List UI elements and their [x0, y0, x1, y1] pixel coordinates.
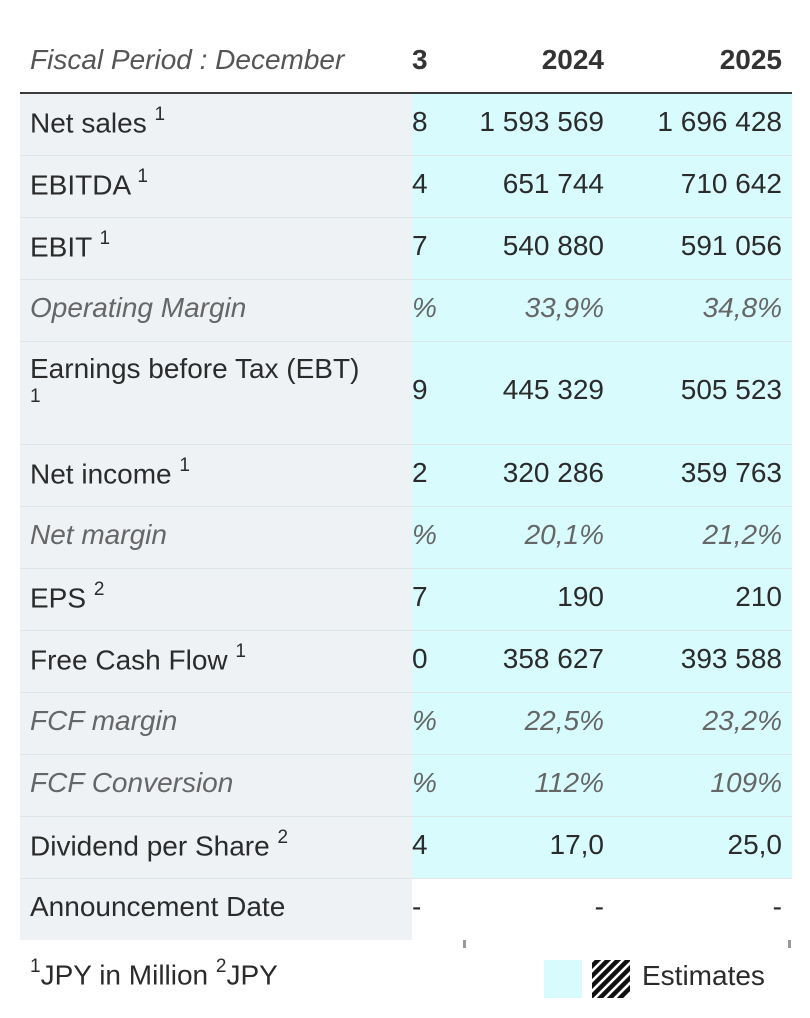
value-2025: 34,8%	[702, 292, 782, 323]
value-partial: 2	[412, 457, 428, 488]
row-label: Announcement Date	[20, 879, 412, 940]
table-row: Net sales 1 8 1 593 569 1 696 428	[20, 94, 792, 156]
value-2025: 21,2%	[702, 519, 782, 550]
estimate-cell-bg	[412, 569, 792, 630]
value-2025: 505 523	[680, 374, 782, 405]
row-label: EPS 2	[20, 569, 412, 630]
value-2025: 25,0	[727, 829, 783, 860]
column-header-2024: 2024	[541, 44, 604, 75]
estimate-cell-bg	[412, 631, 792, 692]
estimate-cell-bg	[412, 280, 792, 341]
row-label: EBIT 1	[20, 218, 412, 279]
value-2024: 445 329	[502, 374, 604, 405]
value-2025: 210	[735, 581, 782, 612]
estimate-cell-bg	[412, 342, 792, 444]
row-label: EBITDA 1	[20, 156, 412, 217]
value-2024: 1 593 569	[479, 106, 604, 137]
value-partial: 4	[412, 829, 428, 860]
table-row: EBIT 1 7 540 880 591 056	[20, 218, 792, 280]
table-row: FCF margin % 22,5% 23,2%	[20, 693, 792, 755]
value-2024: 190	[557, 581, 604, 612]
estimate-cell-bg	[412, 445, 792, 506]
value-partial: 4	[412, 168, 428, 199]
value-partial: %	[412, 705, 437, 736]
fiscal-period-label: Fiscal Period : December	[30, 44, 345, 75]
value-2025: 359 763	[680, 457, 782, 488]
row-label: Net margin	[20, 507, 412, 568]
estimate-cell-bg	[412, 156, 792, 217]
estimate-cell-bg	[412, 218, 792, 279]
value-partial: %	[412, 292, 437, 323]
column-header-2025: 2025	[719, 44, 782, 75]
value-partial: 8	[412, 106, 428, 137]
value-2024: -	[594, 891, 604, 922]
estimate-cell-bg	[412, 693, 792, 754]
table-row: Earnings before Tax (EBT) 1 9 445 329 505…	[20, 342, 792, 445]
value-2024: 540 880	[502, 230, 604, 261]
value-2024: 33,9%	[524, 292, 604, 323]
table-row: Dividend per Share 2 4 17,0 25,0	[20, 817, 792, 879]
value-2025: 1 696 428	[657, 106, 782, 137]
table-row: EBITDA 1 4 651 744 710 642	[20, 156, 792, 218]
table-row: Announcement Date - - -	[20, 879, 792, 940]
value-partial: %	[412, 519, 437, 550]
value-2024: 22,5%	[524, 705, 604, 736]
table-row: Operating Margin % 33,9% 34,8%	[20, 280, 792, 342]
value-partial: %	[412, 767, 437, 798]
value-2024: 20,1%	[524, 519, 604, 550]
table-row: FCF Conversion % 112% 109%	[20, 755, 792, 817]
value-partial: 9	[412, 374, 428, 405]
row-label: FCF margin	[20, 693, 412, 754]
value-2025: 710 642	[680, 168, 782, 199]
units-footnote: 1JPY in Million 2JPY	[30, 956, 278, 991]
row-label: Earnings before Tax (EBT) 1	[20, 342, 412, 444]
hatch-pattern-icon	[592, 960, 630, 998]
value-partial: 7	[412, 230, 428, 261]
estimate-cell-bg	[412, 94, 792, 155]
value-2024: 17,0	[549, 829, 605, 860]
value-2025: 23,2%	[702, 705, 782, 736]
value-2025: -	[772, 891, 782, 922]
table-header: Fiscal Period : December 3 2024 2025	[20, 30, 792, 94]
value-2024: 320 286	[502, 457, 604, 488]
estimate-color-swatch	[544, 960, 582, 998]
divider-tick	[788, 940, 791, 948]
data-table: Net sales 1 8 1 593 569 1 696 428 EBITDA…	[20, 94, 792, 940]
row-label: Free Cash Flow 1	[20, 631, 412, 692]
table-footer: 1JPY in Million 2JPY Estimates	[20, 940, 792, 1018]
row-label: FCF Conversion	[20, 755, 412, 816]
estimate-cell-bg	[412, 879, 792, 940]
row-label: Operating Margin	[20, 280, 412, 341]
value-2024: 651 744	[502, 168, 604, 199]
column-header-partial: 3	[412, 44, 428, 75]
legend-estimates-label: Estimates	[642, 960, 765, 991]
table-row: Free Cash Flow 1 0 358 627 393 588	[20, 631, 792, 693]
value-partial: 7	[412, 581, 428, 612]
value-2025: 393 588	[680, 643, 782, 674]
value-2024: 358 627	[502, 643, 604, 674]
table-row: EPS 2 7 190 210	[20, 569, 792, 631]
row-label: Net income 1	[20, 445, 412, 506]
estimate-cell-bg	[412, 507, 792, 568]
value-2025: 591 056	[680, 230, 782, 261]
divider-tick	[463, 940, 466, 948]
table-row: Net margin % 20,1% 21,2%	[20, 507, 792, 569]
row-label: Dividend per Share 2	[20, 817, 412, 878]
row-label: Net sales 1	[20, 94, 412, 155]
value-partial: -	[412, 891, 422, 922]
table-row: Net income 1 2 320 286 359 763	[20, 445, 792, 507]
estimate-cell-bg	[412, 817, 792, 878]
value-2024: 112%	[534, 767, 604, 798]
value-partial: 0	[412, 643, 428, 674]
estimate-cell-bg	[412, 755, 792, 816]
value-2025: 109%	[710, 767, 782, 798]
